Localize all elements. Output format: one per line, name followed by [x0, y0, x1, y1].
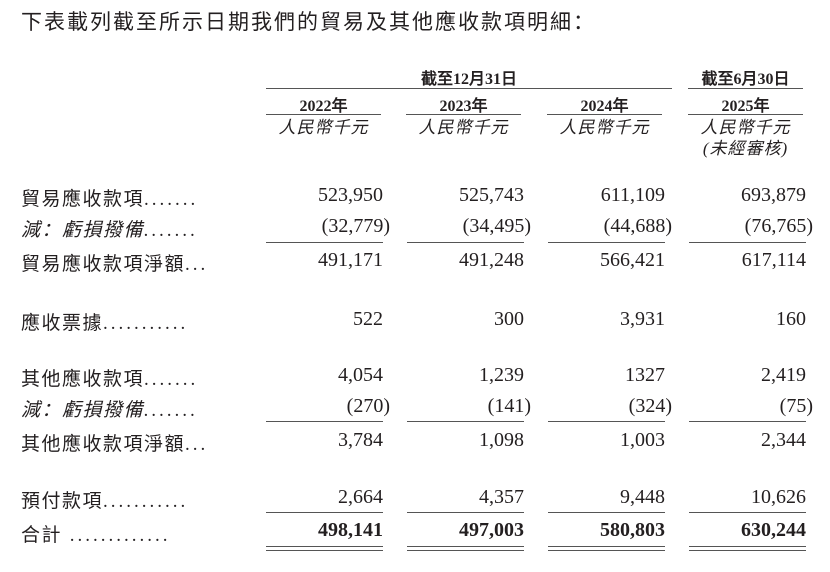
leader-dots: ............. — [62, 525, 171, 546]
header-year-2025: 2025年 — [721, 98, 770, 115]
header-year-2024: 2024年 — [580, 98, 629, 115]
header-unit-2025: 人民幣千元 — [700, 118, 791, 137]
label-text: 減：虧損撥備 — [21, 220, 145, 241]
total-double-rule-2023 — [407, 546, 524, 551]
header-group-dec31-rule — [266, 88, 672, 89]
cell-prepayments-2023: 4,357 — [479, 486, 524, 508]
subtotal-rule-2023 — [407, 242, 524, 243]
cell-trade-loss-allowance-2025: (76,765) — [744, 215, 813, 237]
cell-other-receivables-net-2022: 3,784 — [338, 429, 383, 451]
row-label-bills-receivable: 應收票據........... — [21, 308, 188, 335]
cell-prepayments-2024: 9,448 — [620, 486, 665, 508]
row-label-trade-receivables-net: 貿易應收款項淨額... — [21, 249, 208, 276]
leader-dots: ....... — [144, 189, 199, 210]
cell-other-receivables-2024: 1327 — [625, 364, 665, 386]
cell-other-loss-allowance-2024: (324) — [628, 395, 672, 417]
year-rule-2022 — [266, 114, 381, 115]
subtotal-rule2-2024 — [548, 421, 665, 422]
cell-trade-receivables-net-2023: 491,248 — [459, 249, 524, 271]
cell-bills-receivable-2023: 300 — [494, 308, 524, 330]
leader-dots: ........... — [103, 491, 189, 512]
total-double-rule-2024 — [548, 546, 665, 551]
header-year-2022: 2022年 — [299, 98, 348, 115]
subtotal-rule-2022 — [266, 242, 383, 243]
cell-trade-loss-allowance-2022: (32,779) — [321, 215, 390, 237]
cell-trade-receivables-net-2025: 617,114 — [741, 249, 806, 271]
label-text: 應收票據 — [21, 313, 104, 334]
cell-total-2022: 498,141 — [318, 519, 383, 541]
total-rule-2024 — [548, 512, 665, 513]
header-unit-2024: 人民幣千元 — [559, 118, 650, 137]
cell-prepayments-2022: 2,664 — [338, 486, 383, 508]
header-year-2023: 2023年 — [439, 98, 488, 115]
cell-other-receivables-net-2024: 1,003 — [620, 429, 665, 451]
header-group-dec31: 截至12月31日 — [420, 71, 517, 88]
cell-trade-loss-allowance-2024: (44,688) — [603, 215, 672, 237]
label-text: 貿易應收款項 — [21, 189, 145, 210]
cell-trade-receivables-2022: 523,950 — [318, 184, 383, 206]
header-group-jun30-rule — [688, 88, 803, 89]
year-rule-2024 — [547, 114, 662, 115]
total-rule-2022 — [266, 512, 383, 513]
cell-other-receivables-net-2023: 1,098 — [479, 429, 524, 451]
cell-other-receivables-2025: 2,419 — [761, 364, 806, 386]
total-rule-2023 — [407, 512, 524, 513]
cell-total-2023: 497,003 — [459, 519, 524, 541]
label-text: 其他應收款項淨額 — [21, 434, 186, 455]
cell-bills-receivable-2024: 3,931 — [620, 308, 665, 330]
cell-trade-receivables-2023: 525,743 — [459, 184, 524, 206]
label-text: 合計 — [21, 525, 63, 546]
cell-other-loss-allowance-2025: (75) — [779, 395, 813, 417]
cell-other-loss-allowance-2023: (141) — [487, 395, 531, 417]
year-rule-2023 — [406, 114, 521, 115]
row-label-total: 合計 ............. — [21, 520, 171, 547]
label-text: 貿易應收款項淨額 — [21, 254, 186, 275]
subtotal-rule-2025 — [689, 242, 806, 243]
cell-trade-receivables-net-2024: 566,421 — [600, 249, 665, 271]
header-note-unaudited: (未經審核) — [702, 139, 789, 158]
total-rule-2025 — [689, 512, 806, 513]
row-label-prepayments: 預付款項........... — [21, 486, 188, 513]
cell-bills-receivable-2022: 522 — [353, 308, 383, 330]
cell-trade-receivables-2025: 693,879 — [741, 184, 806, 206]
year-rule-2025 — [688, 114, 803, 115]
leader-dots: ... — [185, 254, 209, 275]
leader-dots: ... — [185, 434, 209, 455]
subtotal-rule2-2023 — [407, 421, 524, 422]
total-double-rule-2025 — [689, 546, 806, 551]
cell-trade-loss-allowance-2023: (34,495) — [462, 215, 531, 237]
header-unit-2022: 人民幣千元 — [278, 118, 369, 137]
row-label-other-receivables-net: 其他應收款項淨額... — [21, 429, 208, 456]
leader-dots: ....... — [144, 400, 199, 421]
cell-total-2024: 580,803 — [600, 519, 665, 541]
intro-text: 下表載列截至所示日期我們的貿易及其他應收款項明細： — [21, 10, 596, 34]
row-label-trade-receivables: 貿易應收款項....... — [21, 184, 198, 211]
subtotal-rule-2024 — [548, 242, 665, 243]
cell-trade-receivables-2024: 611,109 — [600, 184, 665, 206]
total-double-rule-2022 — [266, 546, 383, 551]
cell-other-receivables-2023: 1,239 — [479, 364, 524, 386]
leader-dots: ....... — [144, 369, 199, 390]
cell-other-loss-allowance-2022: (270) — [346, 395, 390, 417]
row-label-other-loss-allowance: 減：虧損撥備....... — [21, 395, 198, 422]
label-text: 減：虧損撥備 — [21, 400, 145, 421]
cell-bills-receivable-2025: 160 — [776, 308, 806, 330]
cell-other-receivables-2022: 4,054 — [338, 364, 383, 386]
cell-prepayments-2025: 10,626 — [751, 486, 806, 508]
label-text: 其他應收款項 — [21, 369, 145, 390]
cell-other-receivables-net-2025: 2,344 — [761, 429, 806, 451]
row-label-other-receivables: 其他應收款項....... — [21, 364, 198, 391]
subtotal-rule2-2022 — [266, 421, 383, 422]
cell-trade-receivables-net-2022: 491,171 — [318, 249, 383, 271]
subtotal-rule2-2025 — [689, 421, 806, 422]
header-group-jun30: 截至6月30日 — [701, 71, 790, 88]
leader-dots: ....... — [144, 220, 199, 241]
row-label-trade-loss-allowance: 減：虧損撥備....... — [21, 215, 198, 242]
leader-dots: ........... — [103, 313, 189, 334]
header-unit-2023: 人民幣千元 — [418, 118, 509, 137]
cell-total-2025: 630,244 — [741, 519, 806, 541]
label-text: 預付款項 — [21, 491, 104, 512]
